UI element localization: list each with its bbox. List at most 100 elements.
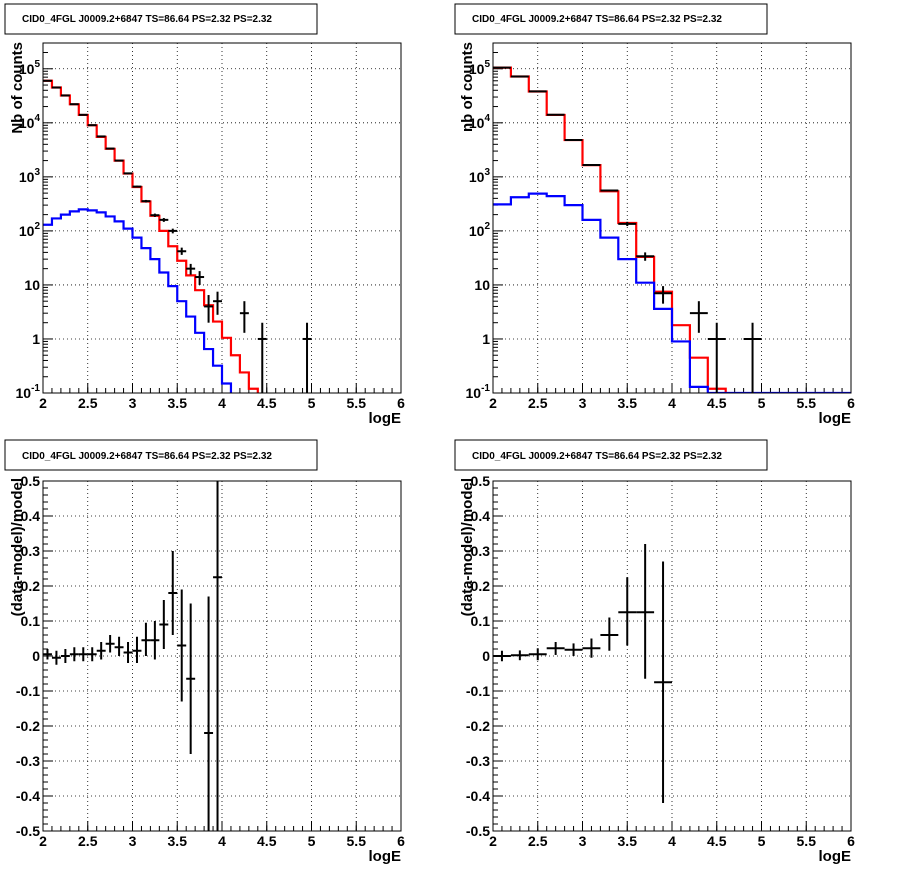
x-tick-label: 3.5: [618, 395, 638, 411]
plot-area: [43, 481, 222, 831]
plot-frame: [492, 480, 852, 832]
plot-area: [43, 79, 312, 393]
data-point: [87, 647, 97, 662]
y-tick-label: 103: [19, 167, 41, 185]
y-tick-label: 0.4: [471, 508, 491, 524]
x-tick-label: 5: [308, 833, 316, 849]
x-tick-label: 3.5: [618, 833, 638, 849]
data-point: [743, 322, 762, 393]
data-point: [141, 199, 151, 203]
x-axis-label: logE: [369, 848, 402, 865]
x-tick-label: 2: [39, 833, 47, 849]
data-point: [51, 650, 61, 665]
y-tick-label: 104: [469, 113, 491, 131]
y-tick-label: -0.3: [466, 753, 490, 769]
x-tick-label: 4: [668, 395, 676, 411]
data-point: [60, 649, 70, 663]
data-point: [114, 159, 124, 162]
data-point: [618, 221, 637, 227]
title-box: [4, 439, 318, 471]
data-point: [707, 322, 726, 393]
x-tick-label: 5: [308, 395, 316, 411]
data-point: [257, 322, 267, 393]
x-tick-label: 4.5: [257, 395, 277, 411]
x-tick-label: 2.5: [528, 833, 548, 849]
data-point: [150, 621, 160, 660]
y-tick-label: 0: [32, 648, 40, 664]
x-tick-label: 3: [579, 395, 587, 411]
data-point: [96, 642, 106, 660]
y-tick-label: 104: [19, 113, 41, 131]
panel-title: CID0_4FGL J0009.2+6847 TS=86.64 PS=2.32 …: [22, 451, 272, 462]
x-tick-label: 3.5: [168, 395, 188, 411]
x-tick-label: 6: [847, 833, 855, 849]
data-point: [150, 213, 160, 217]
data-point: [87, 124, 97, 127]
data-point: [528, 648, 547, 661]
data-point: [213, 481, 222, 831]
data-point: [582, 163, 601, 166]
data-point: [636, 252, 655, 261]
panel-title: CID0_4FGL J0009.2+6847 TS=86.64 PS=2.32 …: [472, 14, 722, 25]
y-tick-label: 105: [469, 59, 491, 77]
x-axis-label: logE: [819, 848, 852, 865]
x-tick-label: 5: [758, 395, 766, 411]
data-point: [177, 589, 187, 702]
x-tick-label: 6: [847, 395, 855, 411]
data-point: [168, 551, 178, 635]
title-box: [454, 439, 768, 471]
data-point: [654, 286, 672, 304]
data-point: [96, 135, 106, 138]
x-tick-label: 2: [489, 833, 497, 849]
data-point: [689, 301, 708, 333]
data-point: [177, 247, 187, 255]
x-tick-label: 2.5: [528, 395, 548, 411]
panel-counts-left: CID0_4FGL J0009.2+6847 TS=86.64 PS=2.32 …: [4, 3, 405, 427]
x-tick-label: 5.5: [797, 395, 817, 411]
y-axis-label: (data-model)/model: [9, 478, 26, 616]
x-tick-label: 2.5: [78, 833, 98, 849]
y-tick-label: 0.1: [21, 613, 41, 629]
plot-frame: [42, 480, 402, 832]
y-tick-label: 0.3: [471, 543, 491, 559]
y-tick-label: -0.1: [16, 683, 40, 699]
model-source-histogram: [493, 192, 851, 393]
data-point: [204, 596, 214, 831]
title-box: [4, 3, 318, 35]
y-axis-label: Nb of counts: [9, 42, 26, 134]
x-tick-label: 4.5: [707, 833, 727, 849]
panel-title: CID0_4FGL J0009.2+6847 TS=86.64 PS=2.32 …: [472, 451, 722, 462]
x-tick-label: 4: [218, 395, 226, 411]
data-point: [78, 113, 88, 116]
data-point: [105, 147, 115, 150]
y-tick-label: -0.5: [466, 823, 490, 839]
y-tick-label: -0.2: [16, 718, 40, 734]
y-tick-label: 10-1: [466, 383, 491, 401]
data-point: [600, 189, 619, 192]
x-tick-label: 2: [39, 395, 47, 411]
y-tick-label: 103: [469, 167, 491, 185]
data-point: [186, 603, 196, 754]
data-point: [510, 650, 529, 661]
y-tick-label: 0.5: [471, 473, 491, 489]
y-tick-label: 102: [469, 221, 491, 239]
data-point: [600, 617, 619, 651]
x-tick-label: 4.5: [257, 833, 277, 849]
x-tick-label: 4: [218, 833, 226, 849]
x-axis-label: logE: [819, 410, 852, 427]
panel-title: CID0_4FGL J0009.2+6847 TS=86.64 PS=2.32 …: [22, 14, 272, 25]
y-tick-label: -0.3: [16, 753, 40, 769]
data-point: [159, 600, 169, 649]
x-tick-label: 5: [758, 833, 766, 849]
panel-residuals-left: CID0_4FGL J0009.2+6847 TS=86.64 PS=2.32 …: [4, 439, 405, 865]
data-point: [132, 185, 142, 188]
y-tick-label: -0.2: [466, 718, 490, 734]
y-tick-label: 1: [32, 331, 40, 347]
y-tick-label: 0.2: [471, 578, 491, 594]
x-tick-label: 3: [129, 395, 137, 411]
y-tick-label: -0.4: [466, 788, 490, 804]
y-tick-label: 105: [19, 59, 41, 77]
data-point: [123, 642, 133, 663]
y-tick-label: 10: [24, 277, 40, 293]
